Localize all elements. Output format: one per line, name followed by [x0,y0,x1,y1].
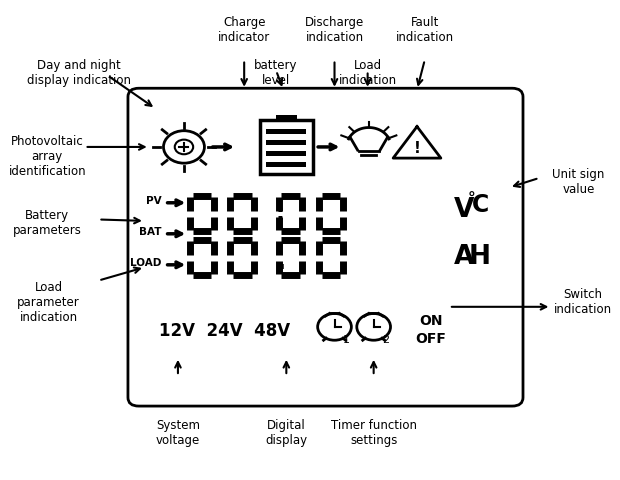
Text: C: C [472,193,489,217]
Text: Load
parameter
indication: Load parameter indication [17,281,80,324]
Text: Switch
indication: Switch indication [554,288,613,316]
Text: Battery
parameters: Battery parameters [13,209,82,237]
Bar [267,129,306,134]
Text: .: . [275,247,286,275]
Text: V: V [454,197,474,223]
Text: Fault
indication: Fault indication [396,16,454,44]
Text: ON: ON [419,314,443,328]
Bar [267,140,306,145]
Text: System
voltage: System voltage [156,419,200,447]
Text: 12V  24V  48V: 12V 24V 48V [159,322,290,340]
Text: Timer function
settings: Timer function settings [330,419,417,447]
Text: Load
indication: Load indication [339,59,397,87]
Text: battery
level: battery level [254,59,298,87]
Text: Day and night
display indication: Day and night display indication [27,59,131,87]
Text: :: : [276,204,285,224]
Bar [267,151,306,156]
Text: H: H [468,244,490,270]
Bar [276,115,297,120]
Text: Unit sign
value: Unit sign value [552,168,604,196]
FancyBboxPatch shape [128,88,523,406]
Text: Photovoltaic
array
identification: Photovoltaic array identification [9,135,86,178]
Text: OFF: OFF [415,332,446,346]
Text: 2: 2 [382,335,389,345]
Text: °: ° [467,192,476,207]
Text: 1: 1 [343,335,350,345]
Text: Discharge
indication: Discharge indication [305,16,364,44]
Text: PV: PV [146,196,162,206]
Text: A: A [454,244,474,270]
Text: BAT: BAT [139,227,162,237]
Bar [267,162,306,167]
Bar [260,120,313,174]
Text: Charge
indicator: Charge indicator [218,16,270,44]
Text: Digital
display: Digital display [265,419,308,447]
Text: !: ! [414,141,420,156]
Text: LOAD: LOAD [130,258,162,268]
